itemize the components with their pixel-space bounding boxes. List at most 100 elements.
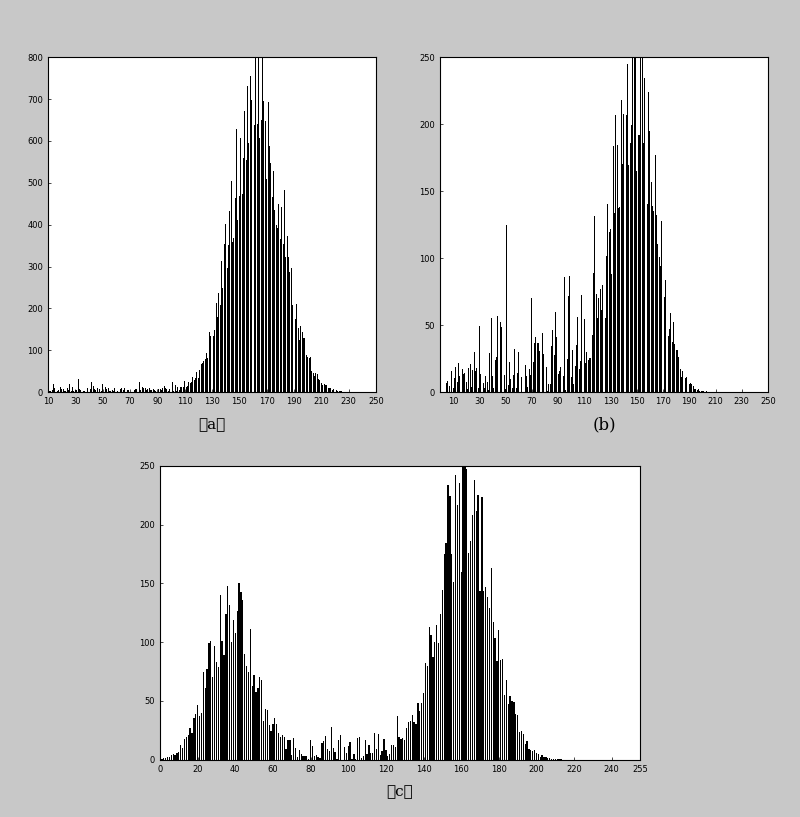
Bar — [213, 337, 214, 392]
Bar — [161, 391, 162, 392]
Bar — [270, 163, 271, 392]
Bar — [323, 741, 325, 760]
Bar — [689, 384, 690, 392]
Bar — [287, 740, 289, 760]
Bar — [110, 391, 111, 392]
Bar — [490, 318, 492, 392]
Bar — [347, 746, 349, 760]
Bar — [208, 643, 210, 760]
Bar — [201, 364, 202, 392]
Bar — [685, 377, 686, 392]
Bar — [492, 376, 493, 392]
Bar — [102, 384, 103, 392]
Bar — [568, 296, 569, 392]
Bar — [504, 695, 505, 760]
Bar — [429, 627, 430, 760]
Bar — [216, 303, 217, 392]
Bar — [195, 714, 197, 760]
Bar — [202, 672, 204, 760]
Bar — [623, 114, 624, 392]
Bar — [536, 753, 537, 760]
Bar — [184, 381, 185, 392]
Bar — [159, 389, 161, 392]
Bar — [538, 754, 539, 760]
Bar — [197, 704, 198, 760]
Bar — [91, 382, 92, 392]
Bar — [672, 342, 673, 392]
Bar — [276, 724, 278, 760]
Bar — [319, 758, 321, 760]
Bar — [682, 371, 683, 392]
Bar — [552, 330, 554, 392]
Bar — [597, 318, 598, 392]
Bar — [124, 388, 125, 392]
Bar — [292, 306, 293, 392]
Bar — [458, 363, 459, 392]
Bar — [647, 204, 648, 392]
Bar — [389, 754, 390, 760]
Bar — [359, 737, 360, 760]
Bar — [668, 337, 669, 392]
Bar — [625, 185, 626, 392]
Bar — [150, 390, 151, 392]
Bar — [346, 753, 347, 760]
Bar — [325, 736, 326, 760]
Bar — [451, 371, 452, 392]
Bar — [76, 391, 77, 392]
Bar — [549, 758, 550, 760]
Bar — [265, 121, 266, 392]
Bar — [576, 345, 577, 392]
Bar — [165, 758, 166, 760]
Bar — [419, 711, 421, 760]
Bar — [701, 391, 702, 392]
Bar — [379, 755, 381, 760]
Bar — [574, 366, 575, 392]
Bar — [169, 757, 170, 760]
Bar — [319, 381, 321, 392]
Bar — [489, 608, 490, 760]
Bar — [62, 389, 63, 392]
Bar — [589, 358, 590, 392]
Bar — [182, 748, 183, 760]
Bar — [206, 669, 208, 760]
Bar — [664, 297, 665, 392]
Bar — [518, 352, 519, 392]
Bar — [535, 337, 536, 392]
Bar — [309, 358, 310, 392]
Bar — [484, 388, 485, 392]
Bar — [366, 753, 368, 760]
Bar — [631, 125, 632, 392]
Bar — [330, 727, 332, 760]
Bar — [234, 633, 236, 760]
Bar — [170, 391, 171, 392]
Bar — [530, 375, 531, 392]
Bar — [578, 369, 579, 392]
Bar — [500, 323, 501, 392]
Bar — [533, 362, 534, 392]
Bar — [453, 388, 454, 392]
Bar — [531, 298, 532, 392]
Bar — [79, 389, 80, 392]
Bar — [251, 685, 253, 760]
Bar — [229, 605, 230, 760]
Bar — [295, 319, 296, 392]
Bar — [163, 758, 165, 760]
Bar — [609, 233, 610, 392]
Bar — [89, 390, 90, 392]
Bar — [415, 724, 417, 760]
Bar — [541, 372, 542, 392]
Bar — [306, 756, 307, 760]
Bar — [212, 677, 214, 760]
Bar — [532, 751, 534, 760]
Bar — [149, 388, 150, 392]
Bar — [493, 622, 494, 760]
Bar — [411, 715, 413, 760]
Bar — [549, 384, 550, 392]
Text: (b): (b) — [592, 416, 616, 433]
Bar — [677, 350, 678, 392]
Bar — [49, 391, 50, 392]
Bar — [674, 344, 675, 392]
Bar — [228, 245, 229, 392]
Bar — [270, 731, 272, 760]
Bar — [266, 710, 268, 760]
